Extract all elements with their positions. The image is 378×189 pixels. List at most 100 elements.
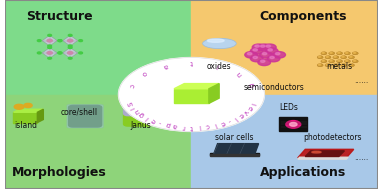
Circle shape <box>334 56 336 57</box>
Circle shape <box>317 56 323 59</box>
Circle shape <box>350 56 352 57</box>
Circle shape <box>352 52 358 55</box>
Circle shape <box>37 40 41 42</box>
Circle shape <box>68 57 72 59</box>
Circle shape <box>329 60 335 63</box>
Circle shape <box>68 47 72 49</box>
Polygon shape <box>174 84 219 89</box>
Circle shape <box>322 60 324 61</box>
Text: Structure: Structure <box>26 10 92 23</box>
Circle shape <box>119 57 264 132</box>
Text: e: e <box>237 111 245 118</box>
Circle shape <box>342 64 344 65</box>
Ellipse shape <box>203 38 236 49</box>
Polygon shape <box>14 112 37 122</box>
FancyBboxPatch shape <box>124 104 151 116</box>
Circle shape <box>68 34 72 36</box>
Polygon shape <box>209 84 219 103</box>
Circle shape <box>245 52 257 58</box>
Ellipse shape <box>312 151 321 153</box>
Circle shape <box>290 122 297 126</box>
Circle shape <box>58 52 62 54</box>
Text: c: c <box>205 122 210 129</box>
Circle shape <box>48 34 51 36</box>
Circle shape <box>344 52 350 55</box>
Text: i: i <box>130 106 137 110</box>
Text: p: p <box>165 121 171 128</box>
Circle shape <box>47 39 52 42</box>
Circle shape <box>270 56 274 59</box>
Circle shape <box>322 52 324 53</box>
Circle shape <box>349 56 355 59</box>
Circle shape <box>317 64 323 67</box>
Circle shape <box>265 48 278 54</box>
Circle shape <box>47 52 52 54</box>
Circle shape <box>260 52 273 58</box>
Text: island: island <box>14 121 37 130</box>
Text: l: l <box>213 121 217 127</box>
Circle shape <box>342 56 344 57</box>
Text: g: g <box>249 82 256 88</box>
Text: c: c <box>127 82 134 88</box>
Circle shape <box>48 47 51 49</box>
Text: photodetectors: photodetectors <box>303 133 362 142</box>
Circle shape <box>252 44 265 50</box>
Text: i: i <box>215 62 220 68</box>
Circle shape <box>58 52 62 54</box>
Text: semiconductors: semiconductors <box>243 83 304 92</box>
Polygon shape <box>298 149 354 158</box>
Polygon shape <box>37 109 43 122</box>
Text: Components: Components <box>260 10 347 23</box>
FancyBboxPatch shape <box>124 111 151 126</box>
Text: Applications: Applications <box>260 166 347 179</box>
Text: core/shell: core/shell <box>61 108 98 117</box>
Circle shape <box>253 49 257 51</box>
Circle shape <box>333 56 339 59</box>
Text: r: r <box>181 123 185 129</box>
Circle shape <box>341 64 347 67</box>
Circle shape <box>338 60 340 61</box>
Circle shape <box>325 64 331 67</box>
Circle shape <box>345 52 348 53</box>
Polygon shape <box>305 151 344 156</box>
Text: S: S <box>127 101 134 107</box>
Polygon shape <box>14 109 43 112</box>
Text: n: n <box>134 108 141 115</box>
Text: l: l <box>145 115 150 121</box>
Circle shape <box>250 55 263 62</box>
Bar <box>191 94 378 189</box>
Text: g: g <box>138 111 146 118</box>
Text: ......: ...... <box>354 153 368 162</box>
Polygon shape <box>63 48 77 58</box>
Circle shape <box>326 64 328 65</box>
Polygon shape <box>174 89 209 103</box>
Text: e: e <box>150 117 157 124</box>
Circle shape <box>353 52 356 53</box>
Circle shape <box>258 59 271 66</box>
Circle shape <box>263 44 276 50</box>
Circle shape <box>349 64 355 67</box>
Bar <box>210 154 259 156</box>
Circle shape <box>321 60 327 63</box>
Circle shape <box>253 56 257 59</box>
Polygon shape <box>63 35 77 46</box>
Circle shape <box>267 55 280 62</box>
Polygon shape <box>42 48 57 58</box>
Polygon shape <box>42 35 57 46</box>
Polygon shape <box>214 144 259 154</box>
Bar <box>5 0 191 94</box>
Circle shape <box>276 53 280 55</box>
Circle shape <box>250 48 263 54</box>
Circle shape <box>330 52 332 53</box>
Text: e: e <box>246 105 253 111</box>
Circle shape <box>326 56 328 57</box>
Text: -: - <box>226 117 232 123</box>
Circle shape <box>273 52 285 58</box>
Circle shape <box>58 40 62 42</box>
Text: o: o <box>140 70 147 77</box>
Text: LEDs: LEDs <box>279 103 298 112</box>
Circle shape <box>329 52 335 55</box>
Circle shape <box>336 60 342 63</box>
Polygon shape <box>298 157 348 159</box>
Text: l: l <box>249 102 255 106</box>
